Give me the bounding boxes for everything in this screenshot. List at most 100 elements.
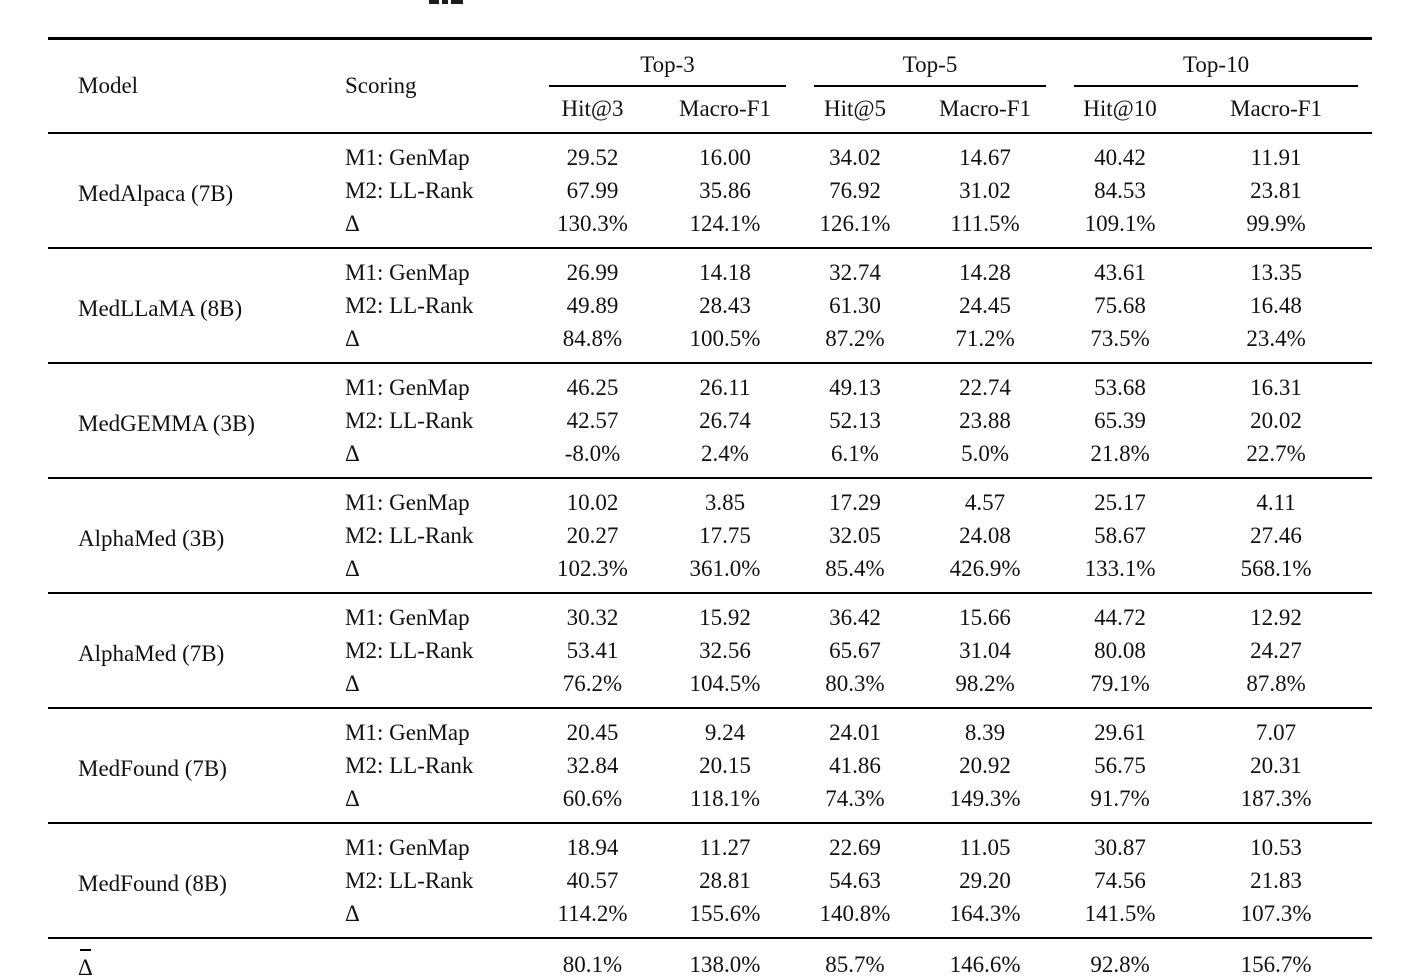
results-table: Model Scoring Top-3 Top-5 Top-10 Hit@3 M… [48,37,1373,980]
metric-value: 44.72 [1060,591,1181,634]
model-name: MedGEMMA (3B) [48,361,330,478]
table-row: M2: LL-Rank 53.41 32.56 65.67 31.04 80.08 24.2… [48,634,1372,667]
metric-value: 22.69 [800,821,911,864]
column-header-macrof1-top3: Macro-F1 [679,95,771,121]
scoring-method: M2: LL-Rank [345,407,474,433]
scoring-method: M2: LL-Rank [345,177,474,203]
metric-value: 109.1% [1084,210,1156,236]
model-name: MedFound (7B) [48,706,330,823]
metric-value: 28.43 [699,292,751,318]
table-row: Δ 84.8% 100.5% 87.2% 71.2% 73.5% 23.4% [48,322,1372,363]
metric-value: 20.15 [699,752,751,778]
metric-value: 75.68 [1094,292,1146,318]
scoring-method: M1: GenMap [330,361,535,404]
metric-value: 52.13 [829,407,881,433]
metric-value: 3.85 [650,476,801,519]
metric-value: 60.6% [562,785,623,811]
metric-value: 21.8% [1090,440,1150,466]
metric-value: 21.83 [1250,867,1302,893]
metric-value: 31.02 [959,177,1011,203]
metric-value: 32.05 [829,522,881,548]
table-row: Δ 76.2% 104.5% 80.3% 98.2% 79.1% 87.8% [48,667,1372,708]
delta-row-label: Δ [345,325,360,351]
metric-value: 24.08 [959,522,1011,548]
scoring-method: M2: LL-Rank [345,752,474,778]
metric-value: 14.67 [910,131,1061,174]
metric-value: 6.1% [831,440,879,466]
group-label-top3: Top-3 [549,52,787,87]
delta-row-label: Δ [345,555,360,581]
scoring-method: M2: LL-Rank [345,292,474,318]
metric-value: 87.2% [825,325,885,351]
metric-value: 26.74 [699,407,751,433]
metric-value: 99.9% [1246,210,1306,236]
metric-value: 17.29 [800,476,911,519]
column-header-hit5: Hit@5 [823,95,887,121]
metric-value: 20.27 [566,522,619,548]
metric-value: 9.24 [650,706,801,749]
summary-row: Δ 80.1% 138.0% 85.7% 146.6% 92.8% 156.7% [48,936,1373,980]
metric-value: 141.5% [1084,900,1156,926]
metric-value: 187.3% [1240,785,1312,811]
metric-value: 42.57 [566,407,619,433]
table-row: M2: LL-Rank 67.99 35.86 76.92 31.02 84.53 23.8… [48,174,1372,207]
metric-value: 8.39 [910,706,1061,749]
metric-value: 65.67 [829,637,881,663]
metric-value: 58.67 [1094,522,1146,548]
metric-value: 30.32 [535,591,650,634]
metric-value: 28.81 [699,867,751,893]
metric-value: 32.74 [800,246,911,289]
metric-value: 24.27 [1250,637,1302,663]
metric-value: 61.30 [829,292,881,318]
metric-value: 100.5% [689,325,761,351]
delta-row-label: Δ [345,440,360,466]
metric-value: 79.1% [1090,670,1150,696]
subheader-row: Hit@3 Macro-F1 Hit@5 Macro-F1 Hit@10 Mac… [48,87,1372,133]
model-name: MedFound (8B) [48,821,330,938]
metric-value: 40.57 [566,867,619,893]
metric-value: 17.75 [699,522,751,548]
metric-value: 16.00 [650,131,801,174]
metric-value: 73.5% [1090,325,1150,351]
metric-value: 130.3% [557,210,628,236]
metric-value: 71.2% [955,325,1015,351]
table-row: MedGEMMA (3B) M1: GenMap 46.25 26.11 49.13 22… [48,361,1373,478]
scoring-method: M1: GenMap [330,706,535,749]
table-row: AlphaMed (7B) M1: GenMap 30.32 15.92 36.42 15… [48,591,1373,708]
metric-value: 22.7% [1246,440,1306,466]
metric-value: 36.42 [800,591,911,634]
metric-value: 85.7% [800,936,911,980]
metric-value: 11.27 [650,821,801,864]
table-header: Model Scoring Top-3 Top-5 Top-10 Hit@3 M… [48,39,1372,133]
delta-row-label: Δ [345,900,360,926]
scoring-method: M1: GenMap [330,476,535,519]
column-header-model: Model [78,72,139,98]
metric-value: 29.52 [535,131,650,174]
model-block: MedFound (7B) M1: GenMap 20.45 9.24 24.01 8.3… [48,706,1373,823]
metric-value: 24.01 [800,706,911,749]
table-row: Δ -8.0% 2.4% 6.1% 5.0% 21.8% 22.7% [48,437,1372,478]
scoring-method: M1: GenMap [330,821,535,864]
metric-value: 32.84 [566,752,619,778]
model-block: MedAlpaca (7B) M1: GenMap 29.52 16.00 34.02 1… [48,131,1373,248]
metric-value: 107.3% [1240,900,1312,926]
metric-value: 23.4% [1246,325,1306,351]
model-name: AlphaMed (3B) [48,476,330,593]
metric-value: 80.08 [1094,637,1146,663]
delta-bar-symbol: Δ [78,948,93,980]
model-block: MedFound (8B) M1: GenMap 18.94 11.27 22.69 11… [48,821,1373,938]
metric-value: 34.02 [800,131,911,174]
metric-value: 155.6% [689,900,761,926]
metric-value: 27.46 [1250,522,1302,548]
metric-value: 74.3% [825,785,885,811]
metric-value: 24.45 [959,292,1011,318]
metric-value: 84.8% [562,325,623,351]
metric-value: 133.1% [1084,555,1156,581]
metric-value: 11.05 [910,821,1061,864]
metric-value: 29.61 [1060,706,1181,749]
table-row: M2: LL-Rank 42.57 26.74 52.13 23.88 65.39 20.0… [48,404,1372,437]
metric-value: 11.91 [1180,131,1373,174]
table-row: M2: LL-Rank 32.84 20.15 41.86 20.92 56.75 20.3… [48,749,1372,782]
metric-value: 49.89 [566,292,619,318]
